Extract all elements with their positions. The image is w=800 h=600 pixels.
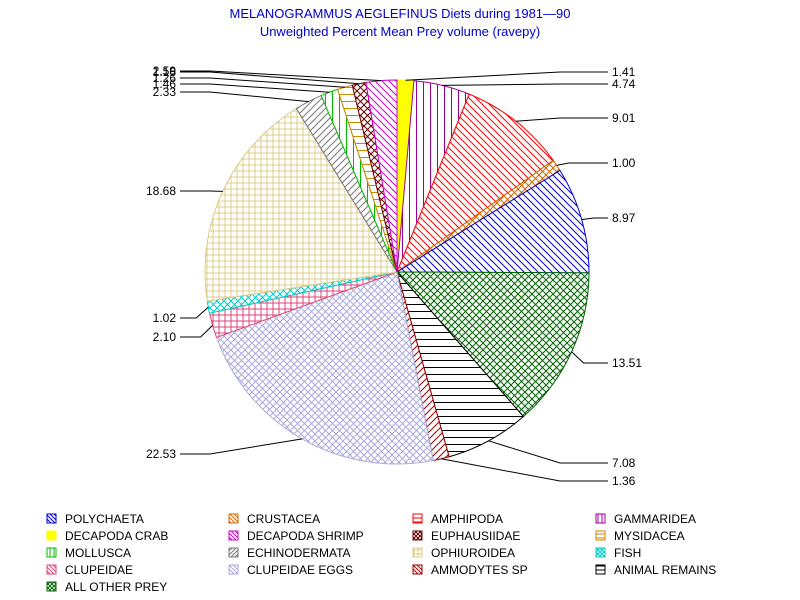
legend-label-crustacea: CRUSTACEA bbox=[247, 512, 320, 526]
legend-label-decapoda-shrimp: DECAPODA SHRIMP bbox=[247, 529, 364, 543]
legend-swatch-crustacea bbox=[228, 513, 239, 524]
leader-line-decapoda-shrimp bbox=[180, 70, 382, 82]
legend-label-decapoda-crab: DECAPODA CRAB bbox=[65, 529, 168, 543]
legend-label-clupeidae: CLUPEIDAE bbox=[65, 563, 133, 577]
chart-legend: POLYCHAETA CRUSTACEA AMPHIPODA GAMMARIDEA DE… bbox=[46, 512, 716, 594]
slice-label-euphausiidae: 1.16 bbox=[153, 65, 177, 79]
legend-label-mysidacea: MYSIDACEA bbox=[614, 529, 685, 543]
legend-swatch-clupeidae-eggs bbox=[228, 564, 239, 575]
legend-swatch-decapoda-shrimp bbox=[228, 530, 239, 541]
legend-swatch-decapoda-crab bbox=[46, 530, 57, 541]
pie-slices bbox=[204, 79, 590, 465]
leader-line-euphausiidae bbox=[180, 71, 360, 85]
slice-label-gammaridea: 4.74 bbox=[612, 77, 636, 91]
slice-label-decapoda-shrimp: 2.59 bbox=[153, 64, 177, 78]
slice-label-decapoda-crab: 1.41 bbox=[612, 65, 636, 79]
slice-label-ophiuroidea: 18.68 bbox=[146, 184, 176, 198]
leader-line-amphipoda bbox=[515, 117, 608, 122]
leader-line-fish bbox=[180, 306, 209, 319]
chart-subtitle: Unweighted Percent Mean Prey volume (rav… bbox=[260, 24, 540, 39]
legend-swatch-euphausiidae bbox=[412, 530, 423, 541]
slice-label-animal-remains: 7.08 bbox=[612, 456, 636, 470]
legend-label-amphipoda: AMPHIPODA bbox=[431, 512, 503, 526]
leader-line-gammaridea bbox=[442, 83, 608, 86]
slice-label-fish: 1.02 bbox=[153, 311, 177, 325]
leader-line-all-other-prey bbox=[571, 351, 608, 364]
legend-label-fish: FISH bbox=[614, 546, 641, 560]
slice-label-clupeidae: 2.10 bbox=[153, 330, 177, 344]
leader-line-mysidacea bbox=[180, 77, 345, 88]
slice-label-mollusca: 1.46 bbox=[153, 77, 177, 91]
pie-slice-all-other-prey bbox=[395, 271, 590, 418]
slice-label-all-other-prey: 13.51 bbox=[612, 356, 642, 370]
leader-line-clupeidae bbox=[180, 325, 213, 338]
legend-swatch-amphipoda bbox=[412, 513, 423, 524]
slice-label-mysidacea: 1.26 bbox=[153, 71, 177, 85]
slice-label-polychaeta: 8.97 bbox=[612, 211, 636, 225]
legend-label-echinodermata: ECHINODERMATA bbox=[247, 546, 351, 560]
legend-swatch-echinodermata bbox=[228, 547, 239, 558]
slice-label-clupeidae-eggs: 22.53 bbox=[146, 447, 176, 461]
chart-title: MELANOGRAMMUS AEGLEFINUS Diets during 19… bbox=[229, 6, 570, 21]
legend-swatch-ophiuroidea bbox=[412, 547, 423, 558]
legend-swatch-gammaridea bbox=[595, 513, 606, 524]
legend-swatch-polychaeta bbox=[46, 513, 57, 524]
leader-line-echinodermata bbox=[180, 91, 309, 103]
leader-line-crustacea bbox=[556, 162, 608, 166]
legend-swatch-fish bbox=[595, 547, 606, 558]
legend-swatch-ammodytes-sp bbox=[412, 564, 423, 575]
pie-slice-decapoda-shrimp bbox=[365, 79, 398, 273]
legend-label-animal-remains: ANIMAL REMAINS bbox=[614, 563, 716, 577]
legend-label-mollusca: MOLLUSCA bbox=[65, 546, 131, 560]
legend-label-euphausiidae: EUPHAUSIIDAE bbox=[431, 529, 520, 543]
legend-swatch-clupeidae bbox=[46, 564, 57, 575]
legend-swatch-mysidacea bbox=[595, 530, 606, 541]
legend-swatch-mollusca bbox=[46, 547, 57, 558]
slice-label-echinodermata: 2.33 bbox=[153, 85, 177, 99]
legend-label-all-other-prey: ALL OTHER PREY bbox=[65, 580, 167, 594]
legend-label-gammaridea: GAMMARIDEA bbox=[614, 512, 696, 526]
slice-labels: 1.414.74 9.01 1.00 8.97 13.51 7.08 1.36 22.53 2.… bbox=[146, 64, 642, 488]
slice-label-ammodytes-sp: 1.36 bbox=[612, 474, 636, 488]
slice-label-amphipoda: 9.01 bbox=[612, 111, 636, 125]
leader-line-mollusca bbox=[180, 83, 330, 93]
legend-label-polychaeta: POLYCHAETA bbox=[65, 512, 144, 526]
legend-swatch-all-other-prey bbox=[46, 581, 57, 592]
legend-label-ammodytes-sp: AMMODYTES SP bbox=[431, 563, 528, 577]
legend-label-clupeidae-eggs: CLUPEIDAE EGGS bbox=[247, 563, 353, 577]
leader-line-polychaeta bbox=[581, 217, 608, 221]
legend-label-ophiuroidea: OPHIUROIDEA bbox=[431, 546, 515, 560]
leader-line-animal-remains bbox=[488, 440, 608, 464]
slice-label-crustacea: 1.00 bbox=[612, 156, 636, 170]
legend-swatch-animal-remains bbox=[595, 564, 606, 575]
leader-line-decapoda-crab bbox=[405, 71, 608, 81]
leader-line-clupeidae-eggs bbox=[180, 438, 303, 455]
leader-line-ammodytes-sp bbox=[441, 458, 608, 482]
